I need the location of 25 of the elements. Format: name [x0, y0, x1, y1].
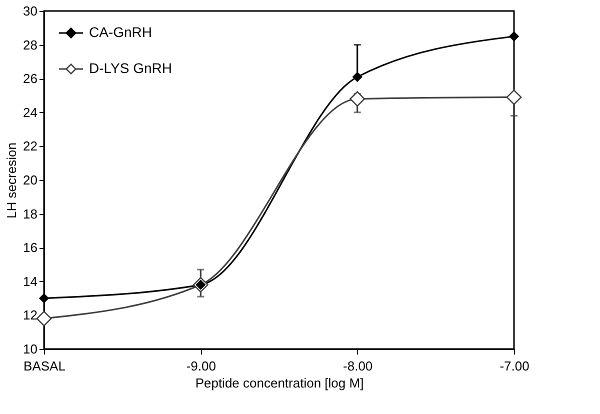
point [509, 32, 519, 42]
point [36, 310, 52, 326]
x-tick-label: BASAL [24, 358, 66, 374]
y-tick-label: 10 [23, 342, 38, 356]
y-tick-label: 26 [23, 71, 38, 86]
legend-label: CA-GnRH [89, 24, 152, 40]
x-tick-label: -7.00 [500, 358, 530, 374]
y-tick-label: 14 [23, 274, 38, 289]
y-axis-title: LH secresion [4, 142, 20, 218]
y-tick-label: 28 [23, 37, 38, 52]
y-tick-label: 24 [23, 104, 38, 120]
y-tick-label: 22 [23, 138, 38, 154]
x-axis-title: Peptide concentration [log M] [195, 376, 364, 390]
point [352, 72, 362, 82]
y-tick-label: 30 [23, 4, 38, 18]
legend-label: D-LYS GnRH [89, 60, 172, 76]
point [350, 91, 366, 107]
y-tick-label: 12 [23, 308, 38, 323]
y-tick-label: 16 [23, 240, 38, 256]
x-tick-label: -9.00 [186, 358, 216, 374]
x-tick-label: -8.00 [343, 358, 373, 374]
point [506, 89, 522, 105]
y-tick-label: 20 [23, 172, 38, 188]
y-tick-label: 18 [23, 206, 38, 222]
point [39, 293, 49, 304]
